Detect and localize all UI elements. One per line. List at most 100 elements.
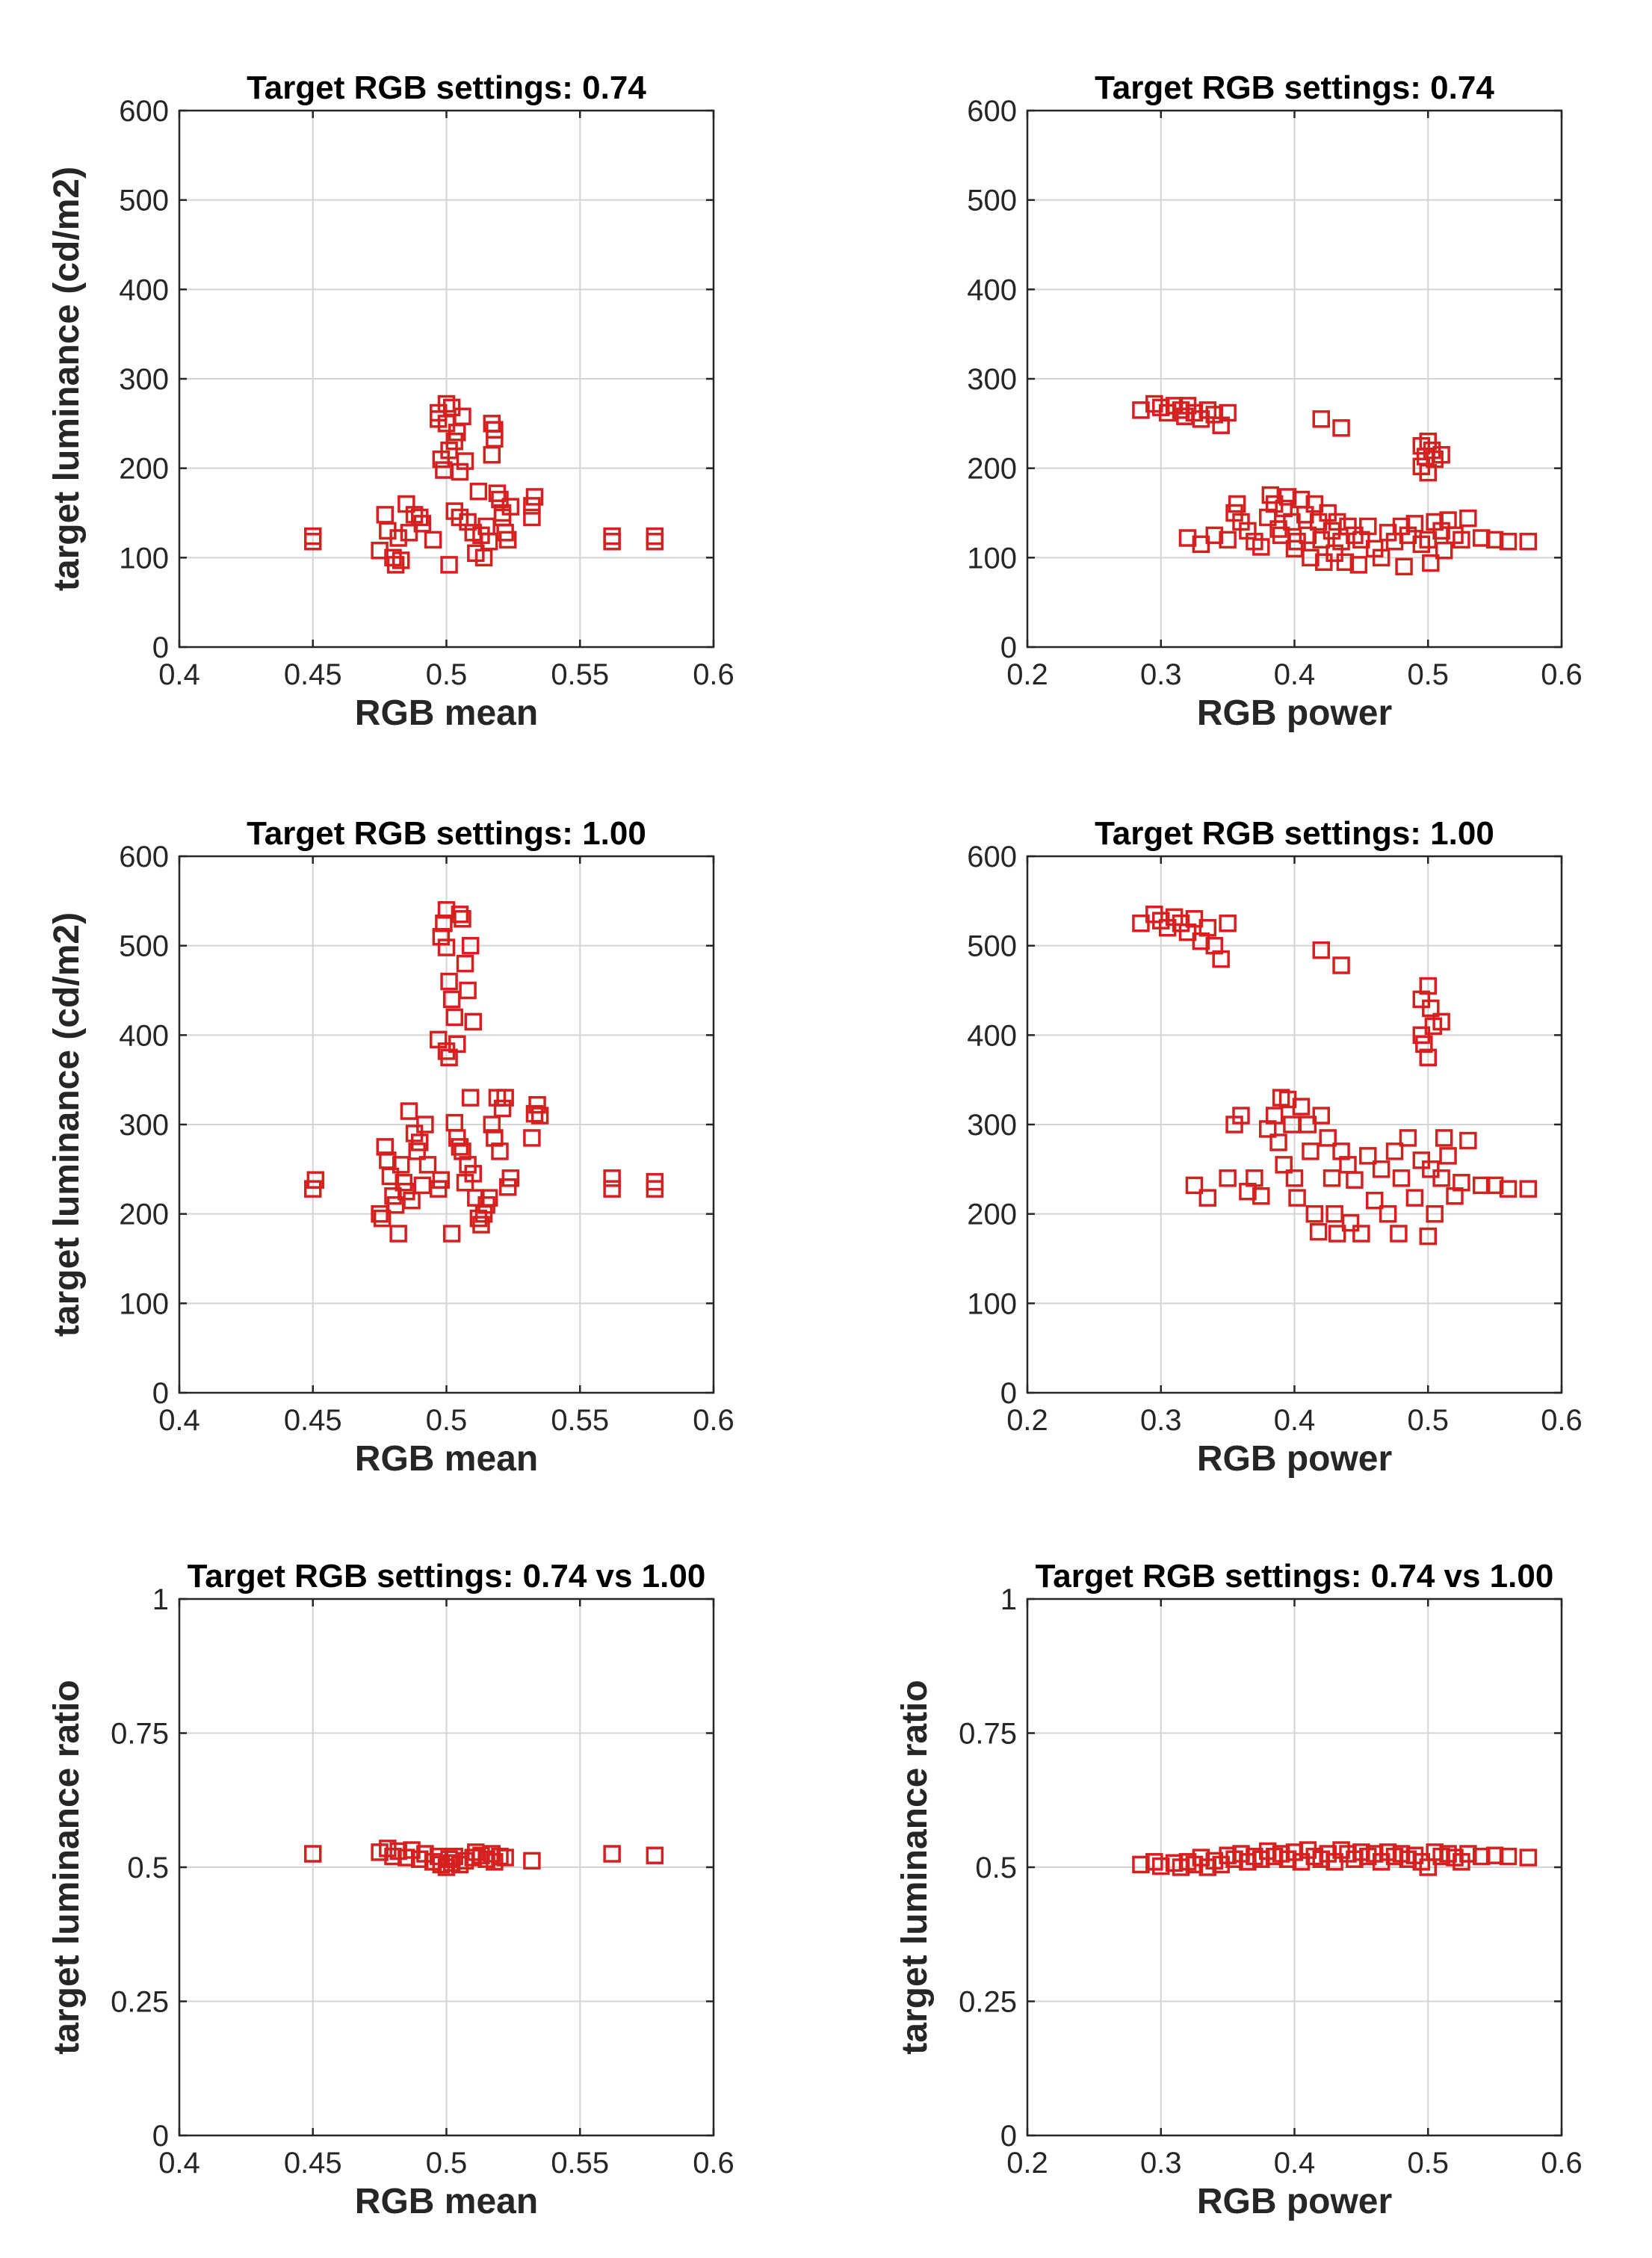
data-point xyxy=(1432,1012,1450,1031)
data-point xyxy=(1212,950,1230,968)
data-point xyxy=(1405,1189,1424,1207)
data-point xyxy=(480,1189,498,1207)
x-tick-label: 0.6 xyxy=(693,1404,734,1437)
x-tick-label: 0.5 xyxy=(1407,2147,1449,2180)
data-point xyxy=(1269,1133,1287,1151)
data-point xyxy=(1228,495,1246,513)
data-point xyxy=(1219,915,1237,932)
data-point xyxy=(472,1216,490,1234)
data-point xyxy=(1419,977,1437,995)
y-tick-label: 0.5 xyxy=(975,1852,1017,1884)
data-point xyxy=(461,936,480,955)
data-point xyxy=(1302,1142,1320,1160)
data-point xyxy=(1419,433,1437,451)
data-point xyxy=(1379,1204,1397,1223)
data-point xyxy=(483,1116,501,1133)
data-point xyxy=(1459,509,1477,528)
data-point xyxy=(493,1099,512,1118)
data-point xyxy=(371,1204,389,1223)
data-point xyxy=(306,1171,325,1189)
x-tick-label: 0.3 xyxy=(1140,2147,1182,2180)
data-point xyxy=(1315,553,1333,572)
data-point xyxy=(459,513,477,531)
data-point xyxy=(418,1156,437,1174)
data-point xyxy=(451,463,469,481)
y-tick-label: 300 xyxy=(119,363,169,396)
y-tick-label: 300 xyxy=(967,1109,1017,1142)
data-point xyxy=(1299,526,1317,545)
subplot-power_074: 0.2 0.3 0.4 0.5 0.6 0 100 200 300 400 500 600 Target… xyxy=(967,69,1583,733)
data-point xyxy=(1432,1169,1450,1187)
data-point xyxy=(1453,531,1470,549)
data-point xyxy=(1485,1176,1504,1195)
data-point xyxy=(1453,1174,1470,1192)
data-point xyxy=(1219,1169,1237,1187)
y-tick-label: 0 xyxy=(152,631,169,664)
data-point xyxy=(1459,1845,1477,1863)
data-point xyxy=(440,441,458,460)
data-point xyxy=(400,1102,418,1120)
data-point xyxy=(603,1169,621,1187)
data-point xyxy=(1132,1855,1150,1874)
data-point xyxy=(1439,1147,1457,1165)
x-tick-label: 0.55 xyxy=(551,658,609,691)
data-point xyxy=(445,433,463,451)
data-point xyxy=(523,1129,541,1147)
data-point xyxy=(1473,1176,1491,1195)
data-point xyxy=(459,1156,477,1174)
data-point xyxy=(389,1225,407,1243)
data-point xyxy=(501,1169,520,1187)
data-point xyxy=(1185,1176,1204,1195)
y-axis-label: target luminance (cd/m2) xyxy=(47,912,87,1337)
data-point xyxy=(469,483,488,501)
chart-title: Target RGB settings: 0.74 xyxy=(1095,69,1494,106)
y-tick-label: 200 xyxy=(119,1198,169,1231)
data-point xyxy=(498,531,517,549)
data-point xyxy=(525,488,544,506)
data-point xyxy=(408,1142,426,1160)
data-point xyxy=(523,1852,541,1870)
data-point xyxy=(1499,1180,1518,1198)
data-point xyxy=(1302,548,1320,567)
data-point xyxy=(1422,999,1440,1018)
x-tick-label: 0.2 xyxy=(1006,2147,1048,2180)
y-tick-label: 0 xyxy=(152,1377,169,1410)
data-point xyxy=(1246,1169,1263,1187)
data-point xyxy=(1219,531,1237,549)
y-tick-label: 100 xyxy=(967,1287,1017,1320)
y-tick-label: 300 xyxy=(119,1109,169,1142)
y-tick-label: 400 xyxy=(119,273,169,306)
data-point xyxy=(1152,1857,1170,1875)
y-tick-label: 100 xyxy=(119,542,169,575)
data-point xyxy=(1288,1189,1306,1207)
data-point xyxy=(528,1095,546,1114)
y-tick-label: 400 xyxy=(119,1019,169,1052)
x-axis-label: RGB power xyxy=(1197,2182,1392,2221)
data-point xyxy=(1419,1227,1437,1246)
data-point xyxy=(304,527,322,545)
data-point xyxy=(1346,1171,1364,1189)
subplot-mean_ratio: 0.4 0.45 0.5 0.55 0.6 0 0.25 0.5 0.75 1 Target RGB… xyxy=(47,1558,734,2221)
data-point xyxy=(1405,515,1424,533)
data-point xyxy=(413,515,432,533)
data-point xyxy=(384,1847,402,1866)
y-tick-label: 0 xyxy=(152,2120,169,2153)
data-point xyxy=(1299,1116,1317,1133)
data-point xyxy=(1385,1142,1404,1160)
subplot-power_ratio: 0.2 0.3 0.4 0.5 0.6 0 0.25 0.5 0.75 1 Target RGB s… xyxy=(895,1558,1583,2221)
data-point xyxy=(1499,533,1518,551)
data-point xyxy=(1285,1169,1304,1187)
data-point xyxy=(1198,918,1217,937)
x-tick-label: 0.2 xyxy=(1006,1404,1048,1437)
x-tick-label: 0.4 xyxy=(158,1404,200,1437)
y-tick-label: 0.5 xyxy=(127,1852,169,1884)
x-axis-label: RGB mean xyxy=(355,1439,538,1479)
data-point xyxy=(440,1048,458,1066)
data-point xyxy=(1399,1129,1417,1147)
data-point xyxy=(451,1138,469,1156)
x-tick-label: 0.5 xyxy=(426,658,468,691)
y-tick-label: 1 xyxy=(1000,1583,1017,1616)
subplot-mean_074: 0.4 0.45 0.5 0.55 0.6 0 100 200 300 400 500 600 Targ… xyxy=(47,69,734,733)
data-point xyxy=(525,1104,544,1123)
data-point xyxy=(456,452,474,470)
